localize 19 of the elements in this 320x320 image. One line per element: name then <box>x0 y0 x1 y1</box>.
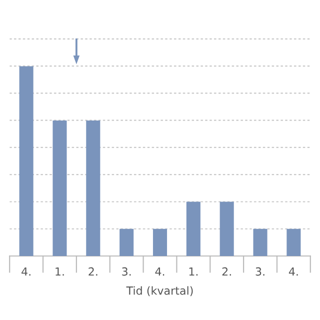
bar <box>253 228 268 256</box>
x-tick-label: 4. <box>22 267 30 276</box>
bar <box>286 228 301 256</box>
x-tick-label: 4. <box>155 267 164 276</box>
bar <box>220 202 234 256</box>
x-tick-label: 3. <box>256 267 264 276</box>
bar <box>19 66 34 256</box>
bar <box>186 202 200 256</box>
x-axis-title: Tid (kvartal) <box>126 286 193 296</box>
x-tick-label: 1. <box>189 267 198 276</box>
x-tick-label: 2. <box>88 267 98 276</box>
x-tick-label: 1. <box>56 267 64 276</box>
x-tick-label: 2. <box>222 267 231 276</box>
x-tick-label: 3. <box>122 267 131 276</box>
bar <box>120 228 134 256</box>
bar <box>152 228 168 256</box>
x-tick-label: 4. <box>288 267 298 276</box>
bar <box>86 120 100 256</box>
bar <box>52 120 67 256</box>
